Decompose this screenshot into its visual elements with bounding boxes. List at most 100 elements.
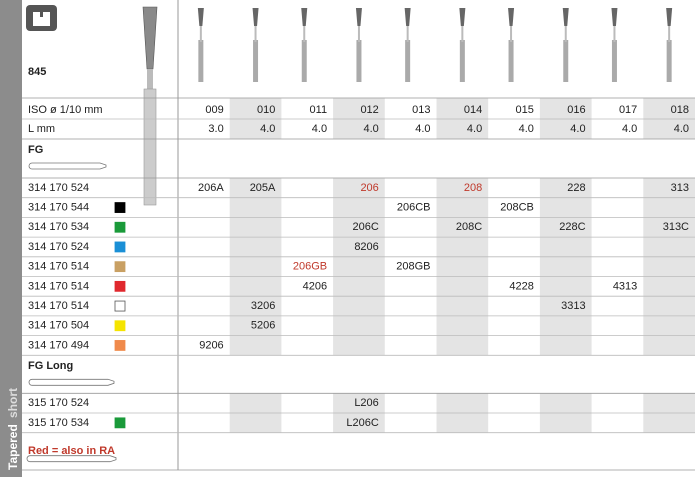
cell-value: 205A: [250, 182, 276, 194]
logo-shape: [33, 12, 50, 26]
product-code: 314 170 504: [28, 320, 89, 332]
side-strip: [0, 0, 22, 477]
color-swatch: [114, 340, 126, 351]
length-value: 4.0: [467, 123, 482, 135]
length-value: 4.0: [622, 123, 637, 135]
bur-head: [404, 8, 411, 26]
cell-value: 206A: [198, 182, 224, 194]
iso-value: 010: [257, 104, 275, 116]
note: Red = also in RA: [28, 445, 115, 457]
iso-value: 015: [516, 104, 534, 116]
product-code: 314 170 514: [28, 300, 89, 312]
product-code: 314 170 494: [28, 339, 89, 351]
cell-value: 9206: [199, 339, 223, 351]
color-swatch: [114, 300, 126, 312]
length-value: 4.0: [364, 123, 379, 135]
color-swatch: [114, 320, 126, 332]
color-swatch: [114, 221, 126, 233]
iso-value: 011: [310, 104, 328, 116]
iso-value: 012: [360, 104, 378, 116]
section-title: FG Long: [28, 360, 73, 372]
side-label: Tapered: [6, 424, 20, 470]
cell-value: 208: [464, 182, 482, 194]
cell-value: 313C: [663, 221, 689, 233]
cell-value: 228: [567, 182, 585, 194]
cell-value: 313: [671, 182, 689, 194]
length-value: 4.0: [260, 123, 275, 135]
bur-head: [459, 8, 466, 26]
product-code: 314 170 534: [28, 221, 89, 233]
side-label: short: [6, 388, 20, 418]
iso-value: 017: [619, 104, 637, 116]
cell-value: 4206: [303, 280, 327, 292]
length-label: L mm: [28, 123, 55, 135]
iso-value: 014: [464, 104, 482, 116]
iso-value: 016: [567, 104, 585, 116]
product-code: 314 170 544: [28, 201, 89, 213]
bur-outline: [26, 455, 117, 463]
column-shade: [539, 178, 592, 356]
big-bur-head: [142, 6, 158, 70]
product-code: 314 170 524: [28, 182, 89, 194]
column-shade: [229, 178, 282, 356]
cell-value: 3313: [561, 300, 585, 312]
column-shade: [643, 98, 695, 139]
iso-value: 018: [671, 104, 689, 116]
logo-number: 845: [28, 66, 46, 78]
cell-value: L206C: [346, 417, 378, 429]
big-bur-shank: [143, 88, 157, 206]
bur-head: [562, 8, 569, 26]
bur-outline: [28, 378, 115, 386]
cell-value: 206: [360, 182, 378, 194]
cell-value: 4313: [613, 280, 637, 292]
cell-value: 208CB: [500, 201, 534, 213]
cell-value: 3206: [251, 300, 275, 312]
cell-value: 4228: [509, 280, 533, 292]
length-value: 4.0: [519, 123, 534, 135]
bur-head: [666, 8, 673, 26]
column-shade: [643, 178, 695, 356]
color-swatch: [114, 417, 126, 429]
section-title: FG: [28, 144, 43, 156]
cell-value: 208GB: [396, 261, 430, 273]
bur-head: [355, 8, 362, 26]
product-code: 314 170 514: [28, 280, 89, 292]
column-shade: [229, 98, 282, 139]
color-swatch: [114, 241, 126, 253]
bur-head: [508, 8, 515, 26]
cell-value: 8206: [354, 241, 378, 253]
iso-label: ISO ø 1/10 mm: [28, 104, 103, 116]
cell-value: L206: [354, 397, 378, 409]
column-shade: [333, 178, 385, 356]
cell-value: 208C: [456, 221, 482, 233]
bur-head: [301, 8, 308, 26]
length-value: 4.0: [312, 123, 327, 135]
length-value: 4.0: [674, 123, 689, 135]
product-code: 315 170 524: [28, 397, 89, 409]
color-swatch: [114, 202, 126, 213]
cell-value: 206C: [353, 221, 379, 233]
iso-value: 009: [205, 104, 223, 116]
bur-head: [611, 8, 618, 26]
bur-outline: [28, 162, 107, 170]
length-value: 3.0: [208, 123, 223, 135]
length-value: 4.0: [415, 123, 430, 135]
column-shade: [539, 98, 592, 139]
color-swatch: [114, 280, 126, 292]
cell-value: 206CB: [397, 201, 431, 213]
column-shade: [436, 98, 489, 139]
cell-value: 206GB: [293, 261, 327, 273]
column-shade: [436, 178, 489, 356]
big-bur-neck: [147, 69, 153, 89]
bur-head: [252, 8, 259, 26]
cell-value: 228C: [559, 221, 585, 233]
product-code: 314 170 524: [28, 241, 89, 253]
column-shade: [333, 98, 385, 139]
length-value: 4.0: [570, 123, 585, 135]
cell-value: 5206: [251, 320, 275, 332]
iso-value: 013: [412, 104, 430, 116]
product-code: 314 170 514: [28, 261, 89, 273]
product-code: 315 170 534: [28, 417, 89, 429]
bur-head: [197, 8, 204, 26]
